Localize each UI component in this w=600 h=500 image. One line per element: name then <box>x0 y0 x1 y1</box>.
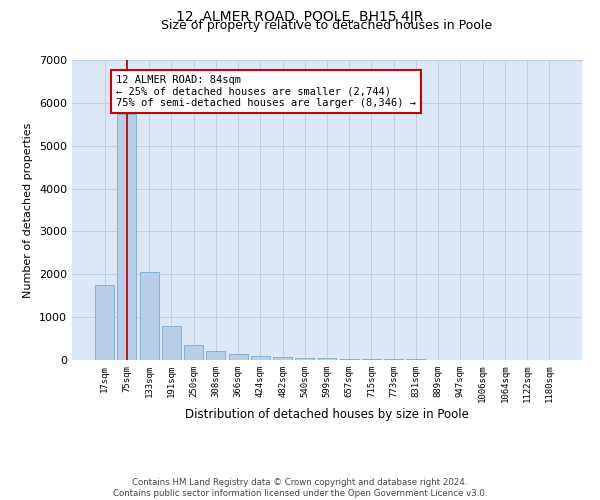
Text: Contains HM Land Registry data © Crown copyright and database right 2024.
Contai: Contains HM Land Registry data © Crown c… <box>113 478 487 498</box>
Bar <box>229 354 248 360</box>
Bar <box>273 357 292 360</box>
Bar <box>95 285 114 360</box>
Title: Size of property relative to detached houses in Poole: Size of property relative to detached ho… <box>161 20 493 32</box>
Bar <box>251 356 270 360</box>
Bar <box>184 346 203 360</box>
Bar <box>118 114 136 360</box>
X-axis label: Distribution of detached houses by size in Poole: Distribution of detached houses by size … <box>185 408 469 421</box>
Text: 12, ALMER ROAD, POOLE, BH15 4JR: 12, ALMER ROAD, POOLE, BH15 4JR <box>176 10 424 24</box>
Bar <box>295 358 314 360</box>
Bar <box>317 358 337 360</box>
Bar <box>140 272 158 360</box>
Bar <box>340 358 359 360</box>
Bar <box>206 351 225 360</box>
Text: 12 ALMER ROAD: 84sqm
← 25% of detached houses are smaller (2,744)
75% of semi-de: 12 ALMER ROAD: 84sqm ← 25% of detached h… <box>116 75 416 108</box>
Bar <box>362 359 381 360</box>
Y-axis label: Number of detached properties: Number of detached properties <box>23 122 34 298</box>
Bar <box>162 326 181 360</box>
